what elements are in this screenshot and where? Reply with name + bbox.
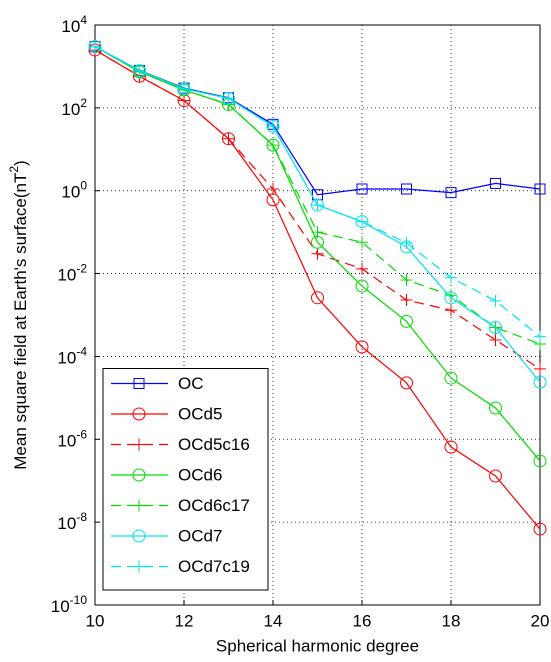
legend-marker [133,438,145,451]
series-line [94,46,541,345]
marker [445,187,457,199]
y-tick-label: 10-4 [57,345,87,368]
marker [533,375,547,389]
marker [489,469,502,483]
series-line [94,46,541,338]
marker [356,183,368,195]
x-tick-label: 20 [531,611,550,630]
marker [445,304,457,317]
marker [311,247,324,260]
marker [489,333,502,346]
plot-frame [94,24,541,606]
x-tick-label: 14 [264,611,283,630]
marker [490,177,501,189]
y-tick-label: 10-2 [57,262,87,285]
marker [356,215,368,228]
marker [222,132,235,145]
x-tick-label: 10 [86,611,105,630]
marker [89,40,101,53]
marker [311,291,324,305]
marker [356,236,368,249]
marker [267,182,279,195]
legend-label: OCd6 [178,465,222,484]
marker [133,64,146,77]
legend-marker [132,529,146,543]
legend-label: OCd7 [178,526,222,545]
y-tick-label: 10-8 [57,510,87,533]
y-tick-label: 102 [61,96,87,119]
legend-label: OCd5c16 [178,435,250,454]
legend-marker [133,499,145,512]
y-axis-label: Mean square field at Earth's surface(nT2… [7,160,30,469]
y-tick-label: 104 [61,13,87,36]
marker [400,236,413,249]
marker [534,362,546,375]
marker [356,262,368,275]
marker [311,226,324,239]
y-tick-label: 10-6 [57,427,87,450]
marker [355,279,369,293]
legend-label: OC [178,374,204,393]
legend-marker [133,560,145,573]
marker [445,271,457,284]
y-tick-label: 100 [61,179,87,202]
marker [444,440,458,454]
marker [400,314,413,328]
marker [533,522,547,536]
marker [400,376,413,390]
marker [267,120,279,133]
marker [400,273,413,286]
marker [445,289,457,302]
x-axis-label: Spherical harmonic degree [216,636,419,655]
marker [267,139,279,152]
legend-marker [133,378,145,389]
marker [489,320,502,334]
marker [311,199,324,212]
marker [400,294,413,307]
legend-marker [132,468,146,482]
marker [178,94,190,107]
marker [444,371,458,385]
x-tick-label: 16 [353,611,372,630]
marker [534,183,546,195]
marker [401,183,412,195]
x-tick-label: 18 [442,611,461,630]
marker [533,454,547,468]
legend-box [102,368,269,591]
x-tick-label: 12 [175,611,194,630]
legend-label: OCd5 [178,404,222,423]
marker [178,82,190,95]
marker [222,92,235,105]
y-tick-label: 10-10 [51,593,88,616]
marker [489,294,502,307]
marker [489,401,502,415]
legend-label: OCd7c19 [178,557,250,576]
marker [534,330,546,343]
marker [444,291,458,305]
legend-label: OCd6c17 [178,496,250,515]
marker [355,340,369,354]
legend-marker [132,407,146,421]
